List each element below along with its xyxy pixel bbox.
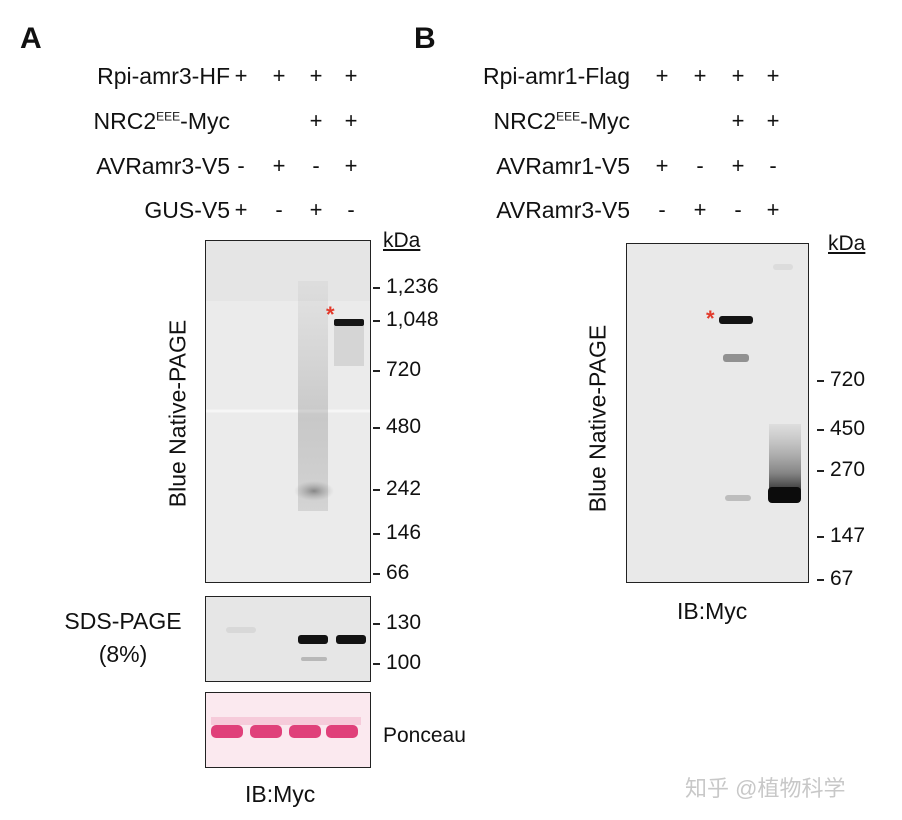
row-label-rpi-amr1: Rpi-amr1-Flag bbox=[483, 63, 630, 89]
native-blot-b bbox=[626, 243, 809, 583]
b-sign-r0-lane4: + bbox=[766, 63, 780, 88]
native-blot-a-image bbox=[206, 241, 370, 582]
b-sign-r2-lane3: + bbox=[731, 153, 745, 178]
sds-a-marker-0: 130 bbox=[386, 611, 422, 634]
native-a-tick-2 bbox=[373, 370, 380, 372]
native-a-marker-3: 480 bbox=[386, 415, 422, 438]
ponceau-label: Ponceau bbox=[383, 724, 466, 747]
a-sign-r3-lane2: - bbox=[275, 197, 283, 222]
sds-label-line2: (8%) bbox=[98, 641, 148, 667]
kda-label-a: kDa bbox=[383, 229, 421, 252]
sds-a-marker-1: 100 bbox=[386, 651, 422, 674]
a-sign-r0-lane4: + bbox=[344, 63, 358, 88]
native-b-tick-1 bbox=[817, 429, 824, 431]
b-sign-r0-lane3: + bbox=[731, 63, 745, 88]
b-sign-r3-lane4: + bbox=[766, 197, 780, 222]
row-label-gus: GUS-V5 bbox=[144, 197, 230, 223]
sds-blot-a-image bbox=[206, 597, 370, 681]
native-a-tick-1 bbox=[373, 320, 380, 322]
native-a-tick-6 bbox=[373, 573, 380, 575]
panel-b-letter: B bbox=[414, 22, 436, 55]
watermark: 知乎 @植物科学 bbox=[685, 776, 846, 801]
native-b-marker-4: 67 bbox=[830, 567, 854, 590]
native-a-marker-6: 66 bbox=[386, 561, 410, 584]
ponceau-blot-a bbox=[205, 692, 371, 768]
row-label-nrc2-b: NRC2EEE-Myc bbox=[493, 108, 630, 134]
star-marker-b: * bbox=[706, 306, 715, 331]
sds-a-tick-0 bbox=[373, 623, 380, 625]
kda-label-b: kDa bbox=[828, 232, 866, 255]
native-blot-b-image bbox=[627, 244, 808, 582]
a-sign-r3-lane3: + bbox=[309, 197, 323, 222]
a-sign-r3-lane4: - bbox=[347, 197, 355, 222]
row-label-nrc2-a: NRC2EEE-Myc bbox=[93, 108, 230, 134]
a-sign-r3-lane1: + bbox=[234, 197, 248, 222]
a-sign-r2-lane4: + bbox=[344, 153, 358, 178]
native-label-a: Blue Native-PAGE bbox=[164, 319, 191, 508]
native-blot-a bbox=[205, 240, 371, 583]
native-b-tick-4 bbox=[817, 579, 824, 581]
b-sign-r3-lane1: - bbox=[658, 197, 666, 222]
a-sign-r2-lane2: + bbox=[272, 153, 286, 178]
sds-blot-a bbox=[205, 596, 371, 682]
b-sign-r2-lane2: - bbox=[696, 153, 704, 178]
a-sign-r0-lane1: + bbox=[234, 63, 248, 88]
ponceau-blot-a-image bbox=[206, 693, 370, 767]
native-a-tick-3 bbox=[373, 427, 380, 429]
a-sign-r2-lane1: - bbox=[237, 153, 245, 178]
native-b-marker-2: 270 bbox=[830, 458, 866, 481]
b-sign-r3-lane3: - bbox=[734, 197, 742, 222]
b-sign-r3-lane2: + bbox=[693, 197, 707, 222]
native-b-tick-0 bbox=[817, 380, 824, 382]
b-sign-r1-lane3: + bbox=[731, 108, 745, 133]
native-b-marker-3: 147 bbox=[830, 524, 866, 547]
star-marker-a: * bbox=[326, 302, 335, 327]
native-a-marker-0: 1,236 bbox=[386, 275, 439, 298]
native-a-tick-5 bbox=[373, 533, 380, 535]
native-b-tick-2 bbox=[817, 470, 824, 472]
native-a-tick-4 bbox=[373, 489, 380, 491]
native-a-marker-2: 720 bbox=[386, 358, 422, 381]
native-label-b: Blue Native-PAGE bbox=[584, 324, 611, 513]
a-sign-r1-lane3: + bbox=[309, 108, 323, 133]
row-label-avramr1: AVRamr1-V5 bbox=[496, 153, 630, 179]
ib-label-a: IB:Myc bbox=[245, 781, 316, 807]
native-b-tick-3 bbox=[817, 536, 824, 538]
a-sign-r2-lane3: - bbox=[312, 153, 320, 178]
sds-a-tick-1 bbox=[373, 663, 380, 665]
native-a-marker-5: 146 bbox=[386, 521, 422, 544]
a-sign-r1-lane4: + bbox=[344, 108, 358, 133]
native-b-marker-0: 720 bbox=[830, 368, 866, 391]
native-a-marker-4: 242 bbox=[386, 477, 422, 500]
b-sign-r0-lane2: + bbox=[693, 63, 707, 88]
row-label-rpi-amr3: Rpi-amr3-HF bbox=[97, 63, 230, 89]
row-label-avramr3-a: AVRamr3-V5 bbox=[96, 153, 230, 179]
a-sign-r0-lane2: + bbox=[272, 63, 286, 88]
b-sign-r2-lane1: + bbox=[655, 153, 669, 178]
row-label-avramr3-b: AVRamr3-V5 bbox=[496, 197, 630, 223]
ib-label-b: IB:Myc bbox=[677, 598, 748, 624]
b-sign-r1-lane4: + bbox=[766, 108, 780, 133]
native-a-tick-0 bbox=[373, 287, 380, 289]
b-sign-r0-lane1: + bbox=[655, 63, 669, 88]
panel-a-letter: A bbox=[20, 22, 42, 55]
native-b-marker-1: 450 bbox=[830, 417, 866, 440]
b-sign-r2-lane4: - bbox=[769, 153, 777, 178]
a-sign-r0-lane3: + bbox=[309, 63, 323, 88]
sds-label-line1: SDS-PAGE bbox=[64, 608, 182, 634]
native-a-marker-1: 1,048 bbox=[386, 308, 439, 331]
